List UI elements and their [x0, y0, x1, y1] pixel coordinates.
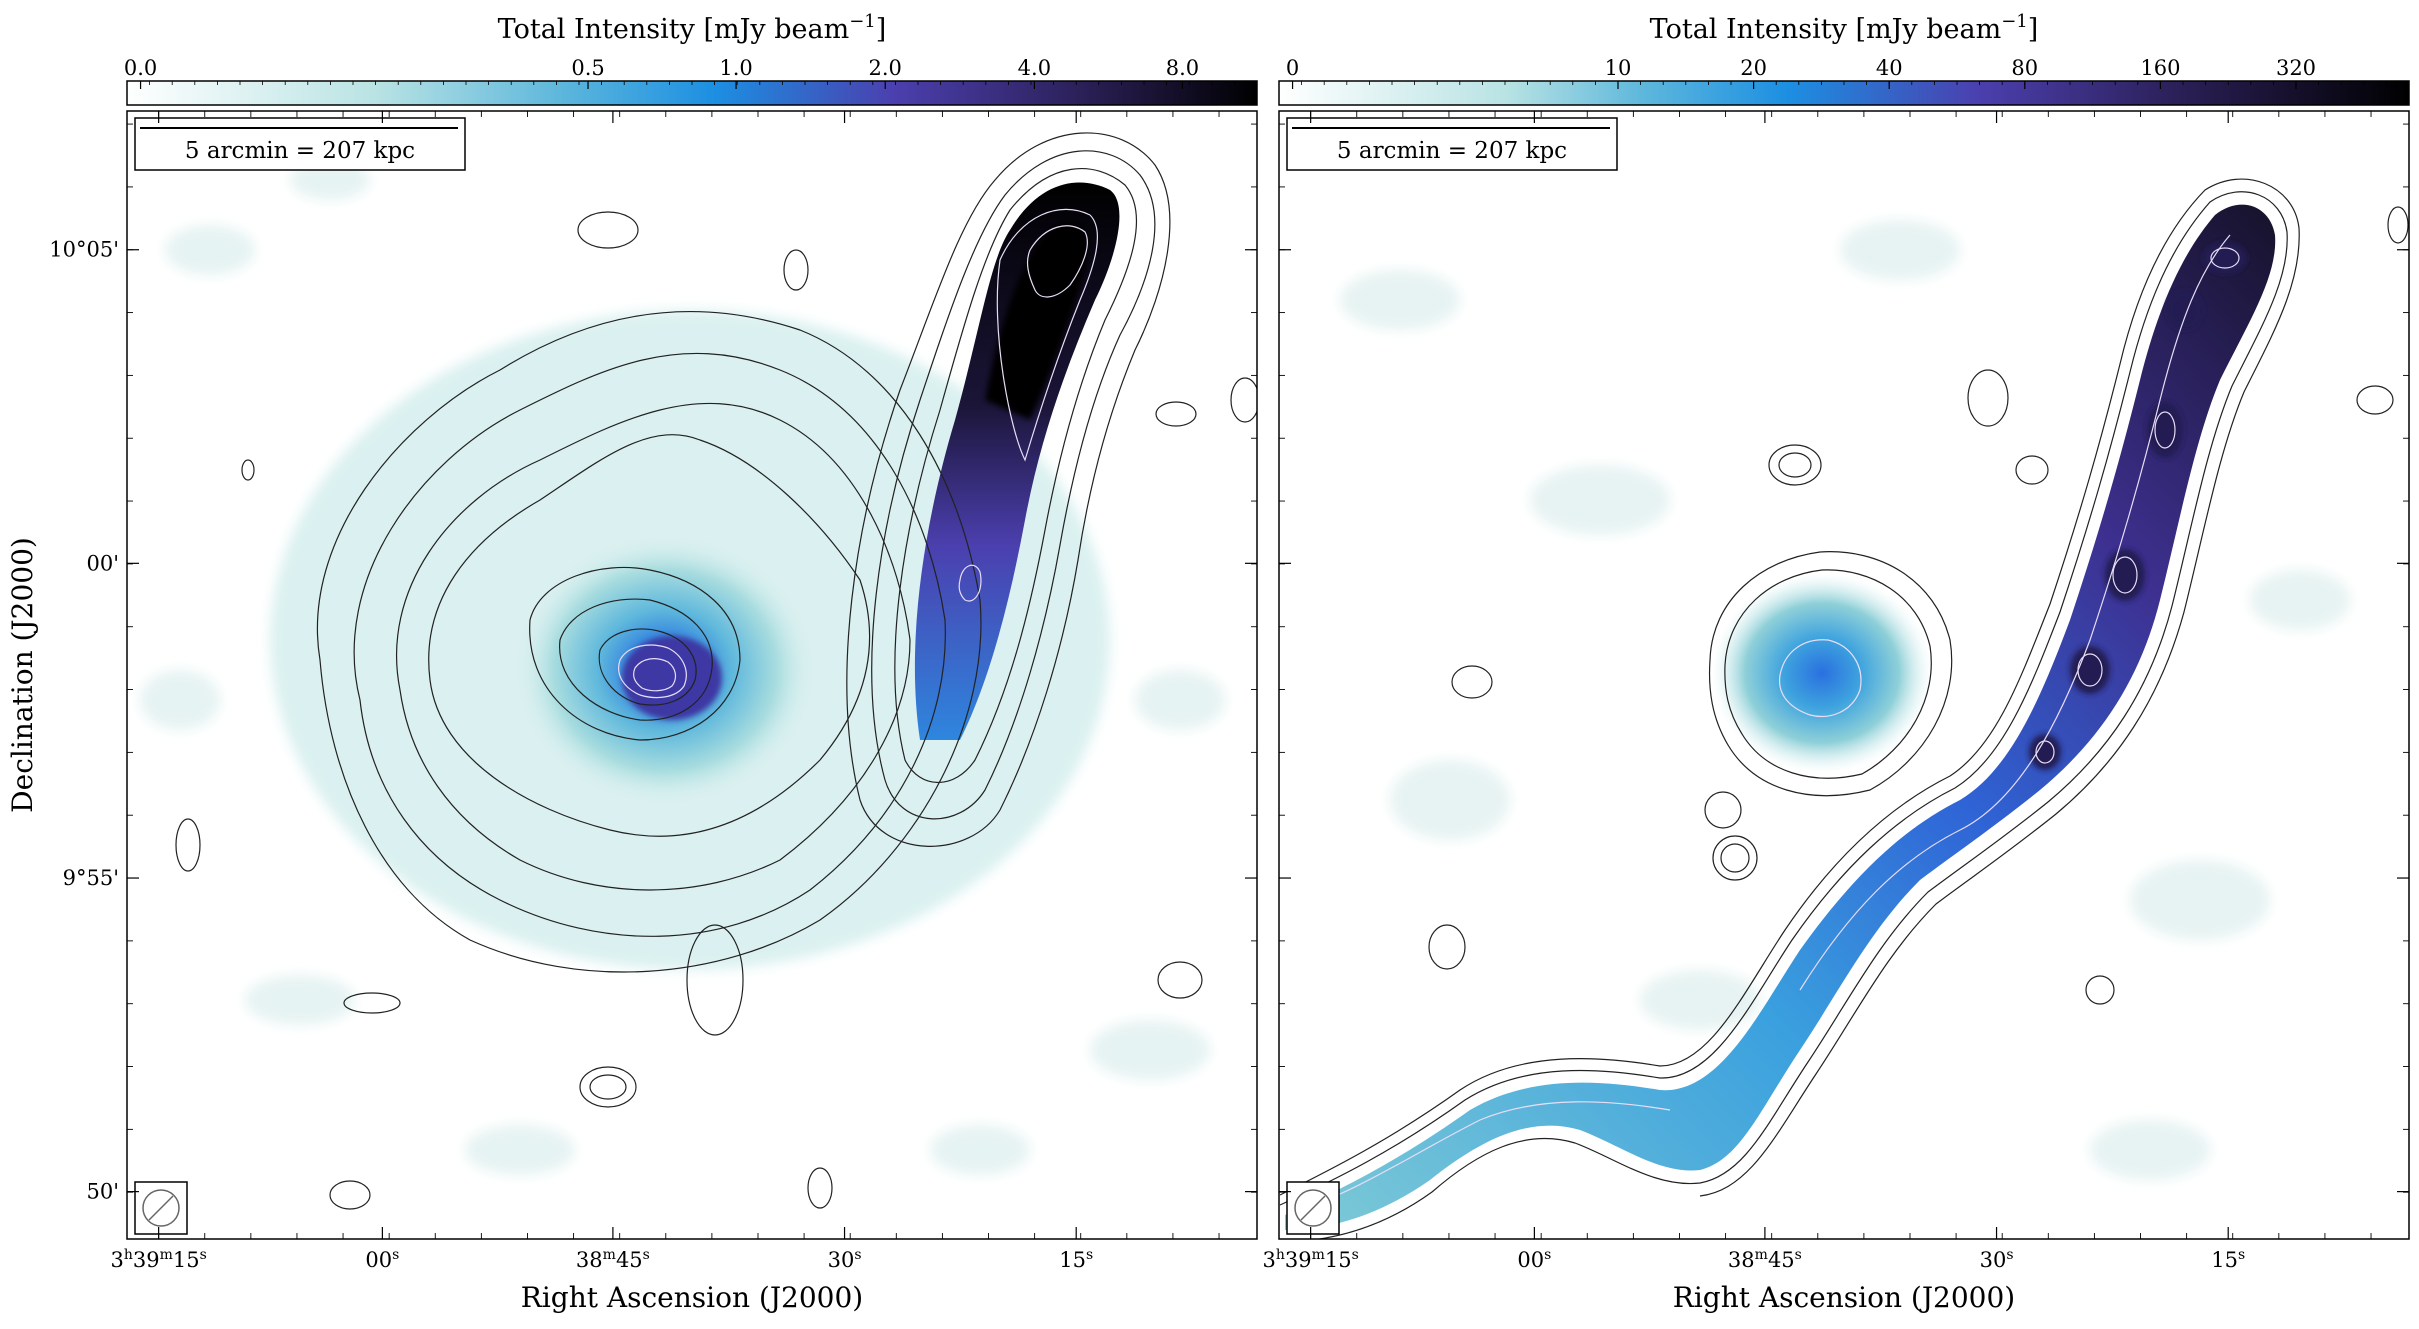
colorbar-tick-label: 4.0: [1018, 56, 1051, 80]
beam-ellipse-hatched-icon: [134, 1181, 188, 1235]
left-panel: Total Intensity [mJy beam−1] 0.0 0.5 1.0 2.…: [49, 11, 1258, 1314]
colorbar-tick-label: 0: [1286, 56, 1299, 80]
x-tick-label: 38m45s: [576, 1247, 650, 1272]
right-colorbar-ticks: 0 10 20 40 80 160 320: [1278, 56, 2410, 89]
x-tick-label: 3h39m15s: [110, 1247, 206, 1272]
colorbar-tick-label: 2.0: [869, 56, 902, 80]
x-tick-label: 38m45s: [1728, 1247, 1802, 1272]
right-map: 5 arcmin = 207 kpc: [1279, 111, 2409, 1239]
colorbar-tick-label: 20: [1740, 56, 1767, 80]
x-tick-label: 00s: [365, 1247, 399, 1272]
right-xlabel: Right Ascension (J2000): [1673, 1281, 2015, 1314]
colorbar-tick-label: 80: [2011, 56, 2038, 80]
y-tick-label: 10°05': [49, 238, 119, 262]
left-axes: 3h39m15s 00s 38m45s 30s 15s 10°05' 00' 9°55' 50': [49, 111, 1257, 1272]
right-panel: Total Intensity [mJy beam−1] 0 10 20 40 80 16…: [1262, 11, 2410, 1314]
x-tick-label: 30s: [1980, 1247, 2014, 1272]
colorbar-tick-label: 8.0: [1166, 56, 1199, 80]
colorbar-tick-label: 320: [2276, 56, 2316, 80]
ylabel: Declination (J2000): [6, 537, 39, 813]
colorbar-tick-label: 0.0: [124, 56, 157, 80]
colorbar-tick-label: 10: [1605, 56, 1632, 80]
left-colorbar-ticks: 0.0 0.5 1.0 2.0 4.0 8.0: [124, 56, 1258, 89]
colorbar-tick-label: 160: [2140, 56, 2180, 80]
colorbar-tick-label: 1.0: [719, 56, 752, 80]
x-tick-label: 00s: [1517, 1247, 1551, 1272]
y-tick-label: 9°55': [63, 866, 119, 890]
x-tick-label: 15s: [2211, 1247, 2245, 1272]
left-map: 5 arcmin = 207 kpc: [127, 111, 1257, 1239]
left-colorbar-label: Total Intensity [mJy beam−1]: [498, 11, 887, 45]
right-scalebar: 5 arcmin = 207 kpc: [1286, 117, 1618, 171]
left-map-frame: [126, 110, 1258, 1240]
colorbar-tick-label: 0.5: [571, 56, 604, 80]
x-tick-label: 30s: [828, 1247, 862, 1272]
left-scalebar: 5 arcmin = 207 kpc: [134, 117, 466, 171]
right-map-frame: [1278, 110, 2410, 1240]
right-scalebar-label: 5 arcmin = 207 kpc: [1337, 138, 1567, 164]
beam-ellipse-hatched-icon: [1286, 1181, 1340, 1235]
colorbar-tick-label: 40: [1876, 56, 1903, 80]
y-tick-label: 00': [87, 551, 120, 575]
x-tick-label: 3h39m15s: [1262, 1247, 1358, 1272]
right-colorbar-label: Total Intensity [mJy beam−1]: [1650, 11, 2039, 45]
left-scalebar-label: 5 arcmin = 207 kpc: [185, 138, 415, 164]
right-axes: 3h39m15s 00s 38m45s 30s 15s: [1262, 111, 2409, 1272]
y-tick-label: 50': [87, 1180, 120, 1204]
x-tick-label: 15s: [1059, 1247, 1093, 1272]
left-xlabel: Right Ascension (J2000): [521, 1281, 863, 1314]
